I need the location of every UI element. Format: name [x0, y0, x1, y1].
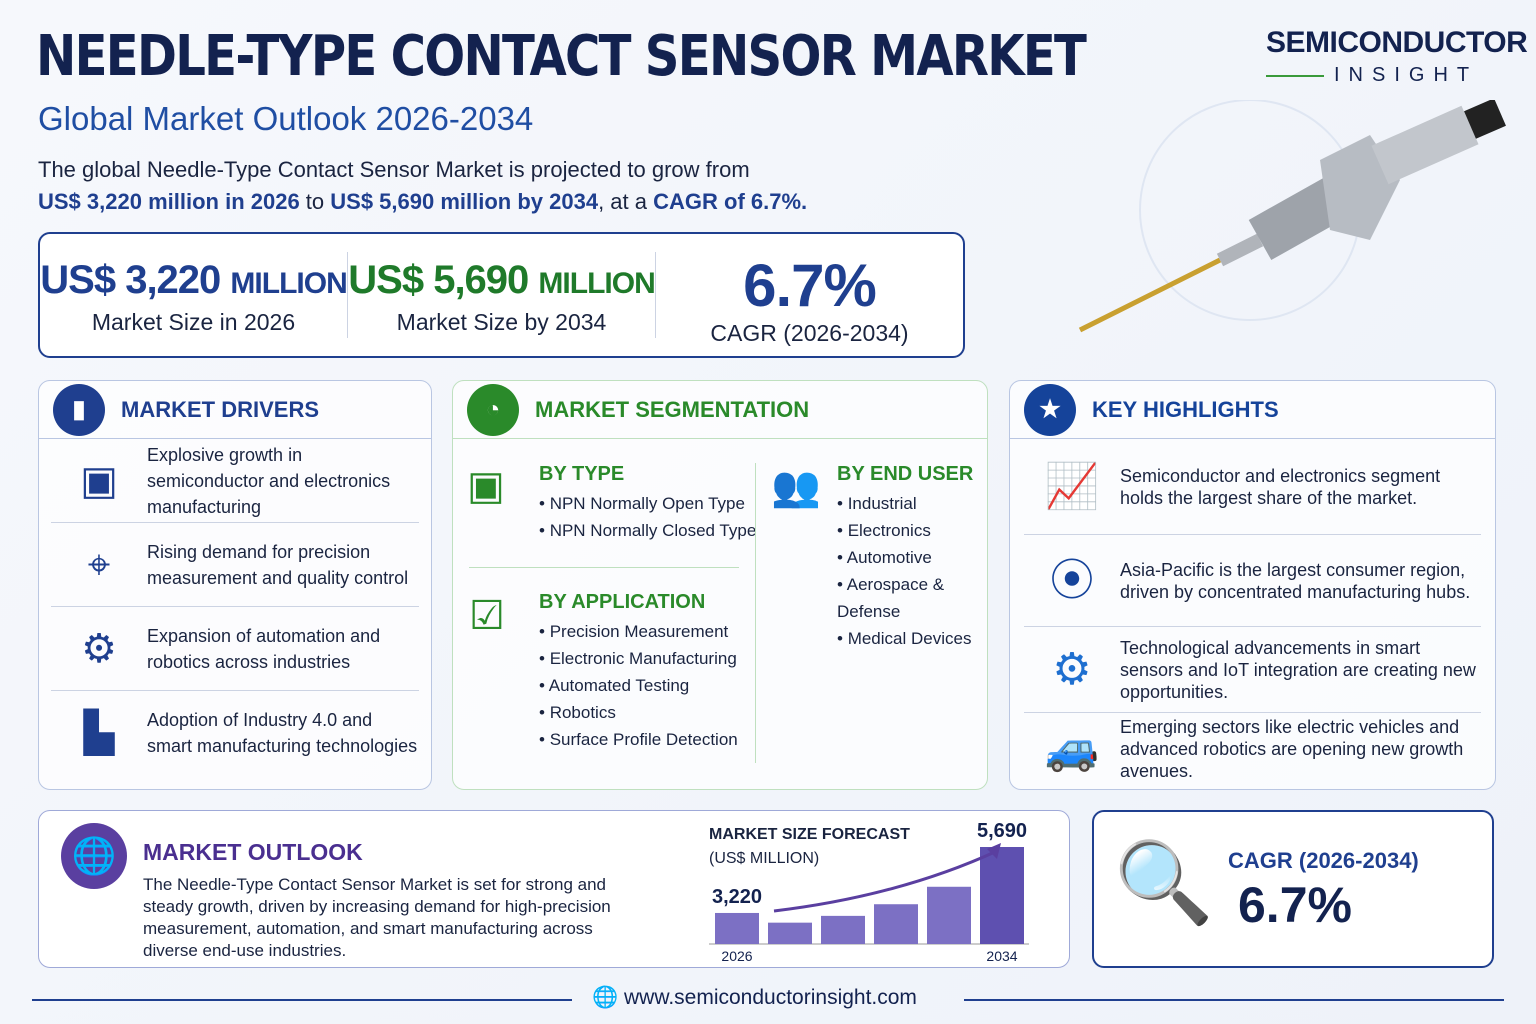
driver-item: ⌖ Rising demand for precision measurement… [51, 523, 419, 607]
logo: SEMICONDUCTOR [1266, 26, 1528, 59]
chart-label: 2026 [721, 948, 752, 964]
segment-item: Robotics [539, 699, 738, 726]
globe-icon: 🌐 [61, 823, 127, 889]
growth-chart-icon: 📈 [1044, 461, 1100, 511]
segment-item: Aerospace & Defense [837, 571, 987, 625]
gear-circuit-icon: ⚙ [1052, 644, 1092, 694]
segment-item: Surface Profile Detection [539, 726, 738, 753]
magnifier-chart-icon: 🔍 [1114, 838, 1214, 927]
users-icon: 👥 [771, 465, 821, 509]
segment-item: Medical Devices [837, 625, 987, 652]
segment-item: NPN Normally Closed Type [539, 517, 757, 544]
chart-label: 2034 [986, 948, 1017, 964]
chip-icon: ▣ [80, 458, 118, 503]
car-icon: 🚙 [1044, 724, 1100, 773]
checklist-icon: ☑ [469, 594, 505, 638]
highlight-item: ⦿ Asia-Pacific is the largest consumer re… [1024, 535, 1481, 627]
logo-sub: INSIGHT [1266, 64, 1478, 87]
arrow-head [987, 843, 1001, 859]
stat-2026: US$ 3,220 MILLION Market Size in 2026 [40, 252, 348, 338]
pie-chart-icon: ◔ [467, 383, 519, 436]
chart-bar [980, 847, 1024, 944]
forecast-chart: 3,220 5,690 2026 2034 [709, 820, 1029, 964]
segment-item: Electronic Manufacturing [539, 645, 738, 672]
market-drivers-panel: ▮ MARKET DRIVERS ▣ Explosive growth in sem… [38, 380, 432, 790]
page-title: NEEDLE-TYPE CONTACT SENSOR MARKET [36, 24, 1087, 89]
stat-2034: US$ 5,690 MILLION Market Size by 2034 [348, 252, 656, 338]
globe-icon: 🌐 [592, 986, 624, 1009]
chart-bar [821, 915, 865, 944]
segment-item: Automated Testing [539, 672, 738, 699]
target-icon: ⌖ [87, 542, 111, 587]
star-icon: ★ [1024, 383, 1076, 436]
chart-bar [927, 886, 971, 944]
needle-sensor-image [1078, 100, 1506, 333]
subtitle: Global Market Outlook 2026-2034 [38, 100, 534, 137]
segment-item: Electronics [837, 517, 987, 544]
chart-bar [874, 904, 918, 944]
key-highlights-panel: ★ KEY HIGHLIGHTS 📈 Semiconductor and elect… [1009, 380, 1496, 790]
driver-item: ▙ Adoption of Industry 4.0 and smart manu… [51, 691, 419, 775]
chart-label: 5,690 [977, 820, 1027, 842]
growth-arrow [773, 849, 998, 913]
location-pin-icon: ⦿ [1050, 555, 1094, 605]
highlight-item: 🚙 Emerging sectors like electric vehicles… [1024, 713, 1481, 785]
chart-bar [768, 922, 812, 944]
highlight-item: ⚙ Technological advancements in smart sen… [1024, 627, 1481, 713]
highlight-item: 📈 Semiconductor and electronics segment h… [1024, 439, 1481, 535]
chip-icon: ▣ [467, 464, 505, 508]
segment-item: NPN Normally Open Type [539, 490, 756, 517]
bar-chart-icon: ▮ [53, 383, 105, 436]
chart-label: 3,220 [712, 886, 762, 908]
chart-title: MARKET SIZE FORECAST (US$ MILLION) [709, 826, 910, 867]
segment-item: Automotive [837, 544, 987, 571]
driver-item: ▣ Explosive growth in semiconductor and e… [51, 439, 419, 523]
stat-cagr: 6.7% CAGR (2026-2034) [710, 252, 909, 347]
cagr-panel: 🔍 CAGR (2026-2034) 6.7% [1092, 810, 1494, 968]
segment-item: Precision Measurement [539, 618, 738, 645]
factory-icon: ▙ [83, 711, 115, 755]
intro-text: The global Needle-Type Contact Sensor Ma… [38, 157, 808, 214]
market-outlook-panel: 🌐 MARKET OUTLOOK The Needle-Type Contact… [38, 810, 1070, 968]
chart-bar [715, 912, 759, 944]
stats-box: US$ 3,220 MILLION Market Size in 2026 US$… [38, 232, 965, 358]
footer-url[interactable]: 🌐 www.semiconductorinsight.com [592, 986, 917, 1009]
market-segmentation-panel: ◔MARKET SEGMENTATION ▣ BY TYPENPN Normal… [452, 380, 988, 790]
segment-item: Industrial [837, 490, 987, 517]
driver-item: ⚙ Expansion of automation and robotics ac… [51, 607, 419, 691]
robot-arm-icon: ⚙ [81, 626, 117, 671]
